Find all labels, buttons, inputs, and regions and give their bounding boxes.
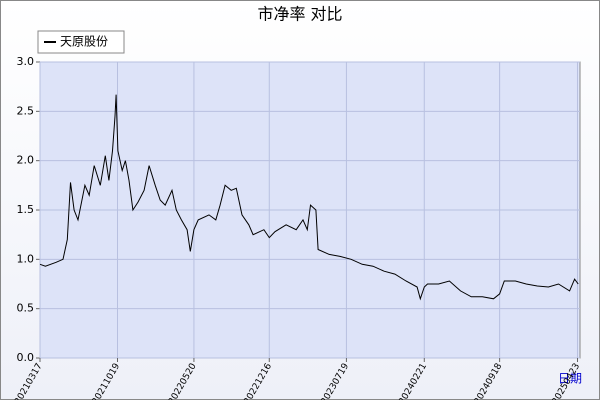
y-tick-label: 0.0 xyxy=(17,351,35,364)
y-tick-label: 3.0 xyxy=(17,55,35,68)
x-axis-label: 日期 xyxy=(558,372,582,386)
y-tick-label: 0.5 xyxy=(17,302,35,315)
y-tick-label: 2.5 xyxy=(17,104,35,117)
y-tick-label: 1.0 xyxy=(17,252,35,265)
y-tick-label: 1.5 xyxy=(17,203,35,216)
legend-label: 天原股份 xyxy=(60,35,108,49)
line xyxy=(39,94,579,301)
y-tick-label: 2.0 xyxy=(17,154,35,167)
legend-box xyxy=(37,30,125,54)
chart-title: 市净率 对比 xyxy=(257,5,342,24)
